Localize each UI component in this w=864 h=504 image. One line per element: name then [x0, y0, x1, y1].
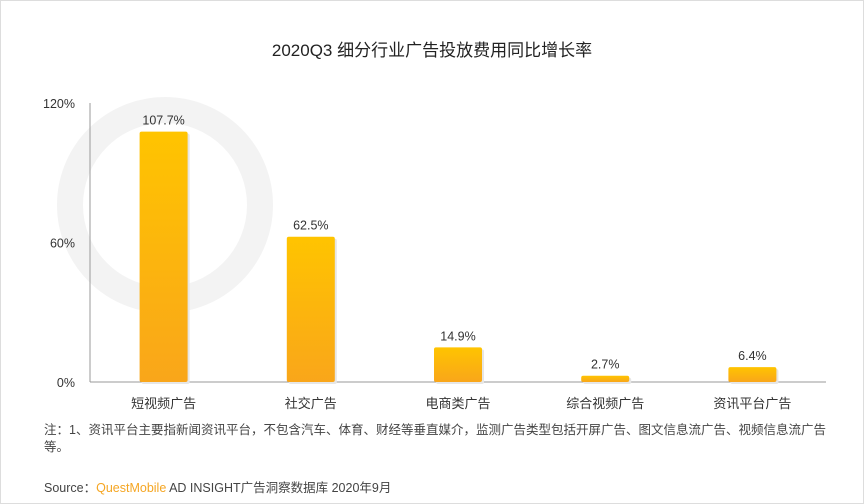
- x-tick-label: 资讯平台广告: [713, 396, 791, 411]
- x-tick-label: 短视频广告: [131, 396, 196, 411]
- bar: [286, 236, 335, 382]
- source-prefix: Source：: [44, 481, 97, 495]
- source-line: Source：QuestMobile AD INSIGHT广告洞察数据库 202…: [44, 480, 391, 496]
- data-label: 14.9%: [440, 329, 475, 343]
- data-label: 6.4%: [738, 349, 767, 363]
- x-tick-label: 电商类广告: [425, 396, 490, 411]
- y-tick-label: 120%: [43, 97, 75, 111]
- data-label: 107.7%: [142, 114, 184, 128]
- y-tick-label: 60%: [50, 237, 75, 251]
- x-tick-label: 综合视频广告: [566, 396, 644, 411]
- y-tick-label: 0%: [57, 376, 75, 390]
- bar: [434, 347, 482, 382]
- bar: [139, 131, 188, 382]
- x-tick-label: 社交广告: [285, 396, 337, 411]
- bar-chart: 0% 60% 120% 107.7% 短视频广告 62.5% 社交广告 14.9% 电商类广告 2…: [43, 97, 826, 411]
- data-label: 62.5%: [293, 219, 328, 233]
- bar: [728, 367, 777, 382]
- chart-title: 2020Q3 细分行业广告投放费用同比增长率: [271, 41, 593, 60]
- source-brand: QuestMobile: [96, 481, 167, 495]
- data-label: 2.7%: [591, 358, 620, 372]
- bar: [581, 375, 630, 382]
- source-rest: AD INSIGHT广告洞察数据库 2020年9月: [166, 481, 392, 495]
- footnote: 注：1、资讯平台主要指新闻资讯平台，不包含汽车、体育、财经等垂直媒介，监测广告类…: [44, 423, 826, 454]
